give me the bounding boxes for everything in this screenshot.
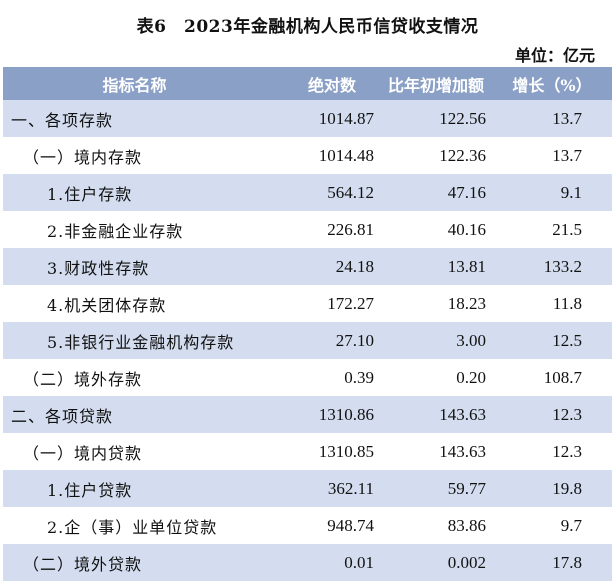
row-name: （一）境内贷款 — [23, 443, 143, 463]
row-name: 1.住户贷款 — [47, 480, 133, 500]
row-absolute: 564.12 — [327, 182, 374, 202]
table-row: 2.非金融企业存款 226.81 40.16 21.5 — [3, 211, 612, 248]
table-row: 5.非银行业金融机构存款 27.10 3.00 12.5 — [3, 322, 612, 359]
table-header-row: 指标名称 绝对数 比年初增加额 增长（%） — [3, 67, 612, 100]
row-increase: 122.56 — [439, 108, 486, 128]
row-increase: 143.63 — [439, 441, 486, 461]
row-name: 5.非银行业金融机构存款 — [47, 332, 235, 352]
row-growth: 133.2 — [543, 256, 582, 276]
row-increase: 0.20 — [456, 367, 486, 387]
row-absolute: 1310.86 — [318, 404, 374, 424]
row-growth: 17.8 — [552, 552, 582, 572]
row-growth: 11.8 — [552, 293, 582, 313]
row-growth: 21.5 — [552, 219, 582, 239]
table-row: （一）境内贷款 1310.85 143.63 12.3 — [3, 433, 612, 470]
row-name: 4.机关团体存款 — [47, 295, 167, 315]
row-increase: 122.36 — [439, 145, 486, 165]
header-indicator-name: 指标名称 — [102, 75, 167, 95]
row-name: 二、各项贷款 — [11, 406, 114, 426]
row-name: （一）境内存款 — [23, 147, 143, 167]
row-absolute: 24.18 — [335, 256, 374, 276]
row-growth: 13.7 — [552, 145, 582, 165]
table-title: 表6 2023年金融机构人民币信贷收支情况 — [136, 17, 479, 37]
row-name: 2.企（事）业单位贷款 — [47, 517, 218, 537]
table-row: 1.住户贷款 362.11 59.77 19.8 — [3, 470, 612, 507]
header-growth-rate: 增长（%） — [512, 75, 592, 95]
row-absolute: 1310.85 — [318, 441, 374, 461]
unit-label: 单位：亿元 — [514, 46, 595, 65]
table-row: （一）境内存款 1014.48 122.36 13.7 — [3, 137, 612, 174]
credit-table: 指标名称 绝对数 比年初增加额 增长（%） 一、各项存款 1014.87 122… — [3, 67, 612, 581]
header-ytd-increase: 比年初增加额 — [387, 75, 484, 95]
row-absolute: 172.27 — [327, 293, 374, 313]
row-increase: 47.16 — [447, 182, 486, 202]
table-row: 二、各项贷款 1310.86 143.63 12.3 — [3, 396, 612, 433]
row-absolute: 1014.48 — [318, 145, 374, 165]
row-increase: 59.77 — [447, 478, 486, 498]
row-name: 2.非金融企业存款 — [47, 221, 184, 241]
row-name: 3.财政性存款 — [47, 258, 150, 278]
row-name: 1.住户存款 — [47, 184, 133, 204]
header-absolute-value: 绝对数 — [307, 75, 356, 95]
row-absolute: 948.74 — [327, 515, 374, 535]
row-absolute: 0.39 — [344, 367, 374, 387]
table-row: 3.财政性存款 24.18 13.81 133.2 — [3, 248, 612, 285]
table-row: 2.企（事）业单位贷款 948.74 83.86 9.7 — [3, 507, 612, 544]
row-absolute: 226.81 — [327, 219, 374, 239]
row-increase: 83.86 — [447, 515, 486, 535]
row-increase: 143.63 — [439, 404, 486, 424]
row-growth: 19.8 — [552, 478, 582, 498]
row-growth: 12.5 — [552, 330, 582, 350]
row-name: （二）境外贷款 — [23, 554, 143, 574]
table-row: （二）境外贷款 0.01 0.002 17.8 — [3, 544, 612, 581]
row-increase: 0.002 — [447, 552, 486, 572]
row-growth: 13.7 — [552, 108, 582, 128]
row-growth: 9.1 — [560, 182, 582, 202]
row-increase: 18.23 — [447, 293, 486, 313]
row-increase: 13.81 — [447, 256, 486, 276]
row-growth: 108.7 — [543, 367, 582, 387]
row-name: （二）境外存款 — [23, 369, 143, 389]
table-row: 4.机关团体存款 172.27 18.23 11.8 — [3, 285, 612, 322]
row-absolute: 0.01 — [344, 552, 374, 572]
table-row: （二）境外存款 0.39 0.20 108.7 — [3, 359, 612, 396]
row-name: 一、各项存款 — [11, 110, 114, 130]
row-absolute: 362.11 — [327, 478, 374, 498]
table-row: 1.住户存款 564.12 47.16 9.1 — [3, 174, 612, 211]
row-growth: 12.3 — [552, 441, 582, 461]
row-absolute: 27.10 — [335, 330, 374, 350]
row-increase: 40.16 — [447, 219, 486, 239]
row-increase: 3.00 — [456, 330, 486, 350]
row-absolute: 1014.87 — [318, 108, 374, 128]
row-growth: 12.3 — [552, 404, 582, 424]
table-row: 一、各项存款 1014.87 122.56 13.7 — [3, 100, 612, 137]
row-growth: 9.7 — [560, 515, 582, 535]
